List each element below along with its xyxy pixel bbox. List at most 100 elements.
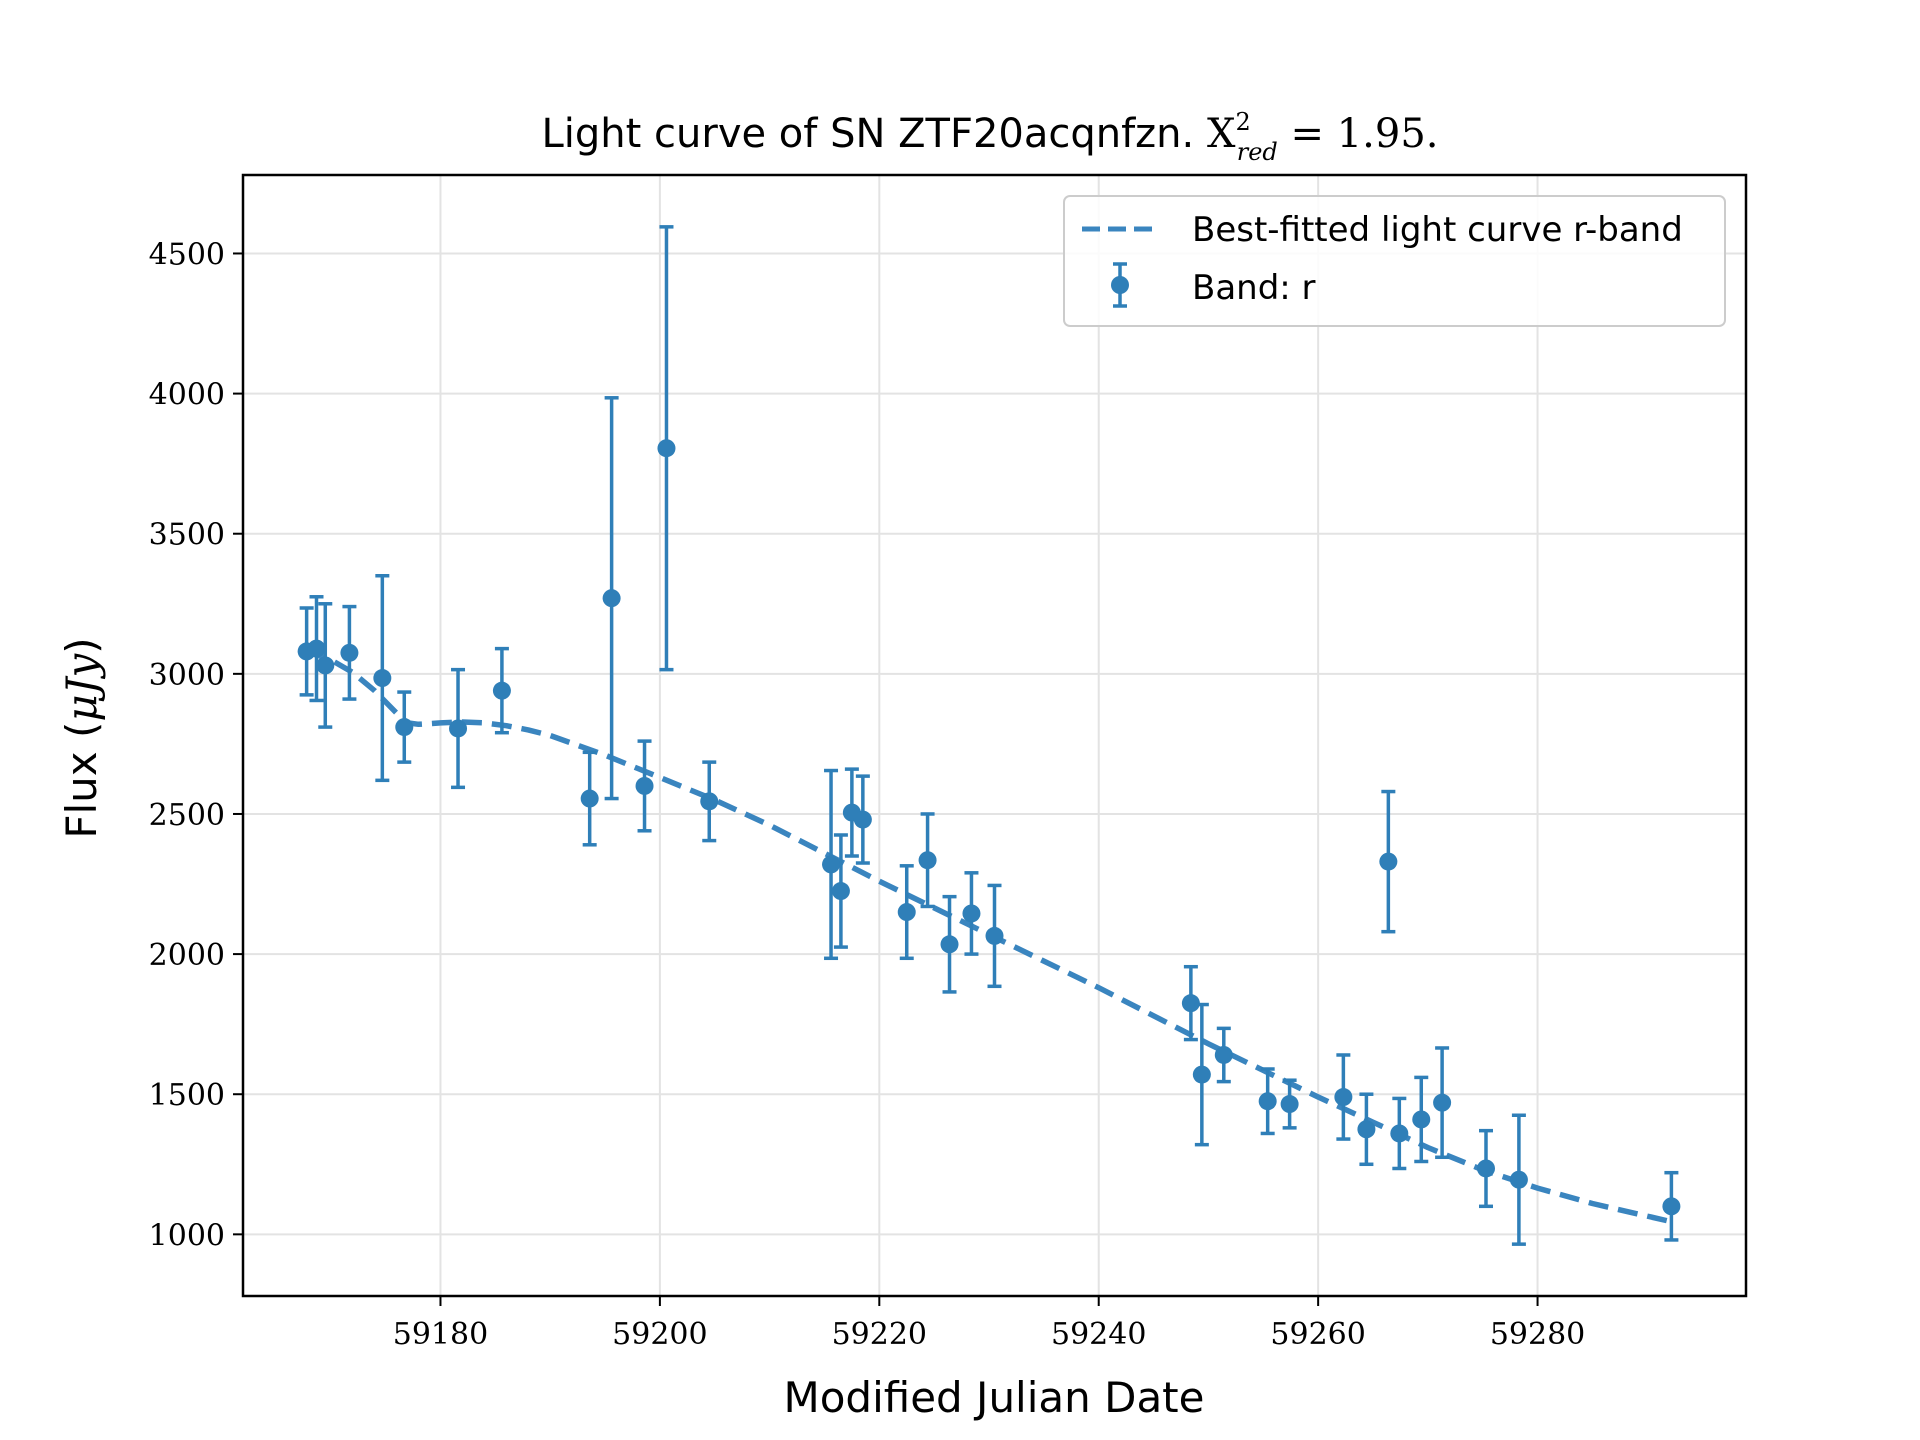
data-point xyxy=(985,883,1004,989)
y-tick-label: 3500 xyxy=(149,518,225,553)
point-marker xyxy=(492,681,511,700)
x-ticks: 59180 59200 59220 59240 59260 59280 xyxy=(393,1296,1585,1352)
point-marker xyxy=(1662,1197,1681,1216)
point-marker xyxy=(822,855,841,874)
x-tick-label: 59220 xyxy=(832,1317,927,1352)
data-point xyxy=(940,894,959,994)
point-marker xyxy=(1192,1065,1211,1084)
title-text: Light curve of SN ZTF20acqnfzn. xyxy=(541,111,1206,157)
chi2-value: = 1.95. xyxy=(1278,111,1439,157)
point-marker xyxy=(602,589,621,608)
data-point xyxy=(1433,1046,1452,1160)
data-point xyxy=(373,574,392,783)
y-tick-label: 4000 xyxy=(149,378,225,413)
data-point xyxy=(602,396,621,801)
y-tick-label: 2500 xyxy=(149,798,225,833)
point-marker xyxy=(1280,1095,1299,1114)
data-point xyxy=(307,595,326,703)
point-marker xyxy=(985,926,1004,945)
data-point xyxy=(1379,789,1398,934)
data-point xyxy=(831,833,850,949)
point-marker xyxy=(940,935,959,954)
data-point xyxy=(1192,1002,1211,1147)
point-marker xyxy=(1390,1124,1409,1143)
point-marker xyxy=(1357,1120,1376,1139)
legend-series-label: Band: r xyxy=(1192,268,1316,308)
point-marker xyxy=(1476,1159,1495,1178)
point-marker xyxy=(1412,1110,1431,1129)
data-point xyxy=(962,871,981,956)
data-point xyxy=(1509,1113,1528,1246)
point-marker xyxy=(395,718,414,737)
data-point xyxy=(1258,1067,1277,1136)
point-marker xyxy=(449,719,468,738)
legend-marker xyxy=(1111,276,1129,294)
data-point xyxy=(1476,1128,1495,1209)
x-tick-label: 59260 xyxy=(1270,1317,1365,1352)
data-point xyxy=(316,602,335,729)
data-point xyxy=(635,739,654,833)
x-tick-label: 59200 xyxy=(612,1317,707,1352)
y-axis-label-suffix: ) xyxy=(57,637,106,653)
data-point xyxy=(449,667,468,790)
data-point xyxy=(700,760,719,843)
y-tick-label: 1500 xyxy=(149,1078,225,1113)
y-tick-label: 3000 xyxy=(149,658,225,693)
legend-point-swatch xyxy=(1111,262,1129,308)
data-point xyxy=(1412,1075,1431,1164)
point-marker xyxy=(580,789,599,808)
data-point xyxy=(580,750,599,847)
data-point xyxy=(657,225,676,672)
data-point xyxy=(822,768,841,961)
y-axis-label-prefix: Flux ( xyxy=(57,722,106,839)
legend: Best-fitted light curve r-band Band: r xyxy=(1063,195,1726,327)
data-point xyxy=(853,774,872,865)
data-point xyxy=(897,864,916,961)
chi2-sub: red xyxy=(1237,138,1278,166)
points-layer xyxy=(297,225,1681,1246)
data-point xyxy=(492,646,511,735)
point-marker xyxy=(373,669,392,688)
data-point xyxy=(1214,1026,1233,1084)
legend-fit-label: Best-fitted light curve r-band xyxy=(1192,210,1683,250)
x-tick-label: 59280 xyxy=(1490,1317,1585,1352)
point-marker xyxy=(1509,1170,1528,1189)
point-marker xyxy=(831,882,850,901)
data-point xyxy=(1334,1053,1353,1141)
data-point xyxy=(395,690,414,764)
point-marker xyxy=(962,904,981,923)
chi2-symbol: X xyxy=(1207,111,1236,157)
point-marker xyxy=(1181,994,1200,1013)
data-point xyxy=(1181,964,1200,1042)
y-axis-label-unit: μJy xyxy=(57,652,106,721)
point-marker xyxy=(635,776,654,795)
data-point xyxy=(1662,1170,1681,1242)
plot-frame xyxy=(241,173,1748,1298)
data-point xyxy=(1390,1096,1409,1171)
point-marker xyxy=(853,810,872,829)
legend-box xyxy=(1063,195,1726,327)
y-ticks: 1000 1500 2000 2500 3000 3500 4000 4500 xyxy=(149,237,243,1253)
point-marker xyxy=(1334,1088,1353,1107)
grid-layer xyxy=(243,175,1746,1296)
data-point xyxy=(1280,1078,1299,1130)
data-point xyxy=(340,604,359,701)
point-marker xyxy=(316,656,335,675)
point-marker xyxy=(1379,852,1398,871)
point-marker xyxy=(657,439,676,458)
point-marker xyxy=(897,903,916,922)
point-marker xyxy=(1214,1045,1233,1064)
y-tick-label: 2000 xyxy=(149,938,225,973)
point-marker xyxy=(307,639,326,658)
data-point xyxy=(1357,1092,1376,1167)
point-marker xyxy=(1258,1092,1277,1111)
point-marker xyxy=(1433,1093,1452,1112)
data-point xyxy=(918,812,937,909)
x-tick-label: 59180 xyxy=(393,1317,488,1352)
chi2-sup: 2 xyxy=(1235,108,1250,136)
y-tick-label: 1000 xyxy=(149,1218,225,1253)
y-axis-label: Flux (μJy) xyxy=(57,637,106,838)
y-tick-label: 4500 xyxy=(149,237,225,272)
point-marker xyxy=(700,792,719,811)
